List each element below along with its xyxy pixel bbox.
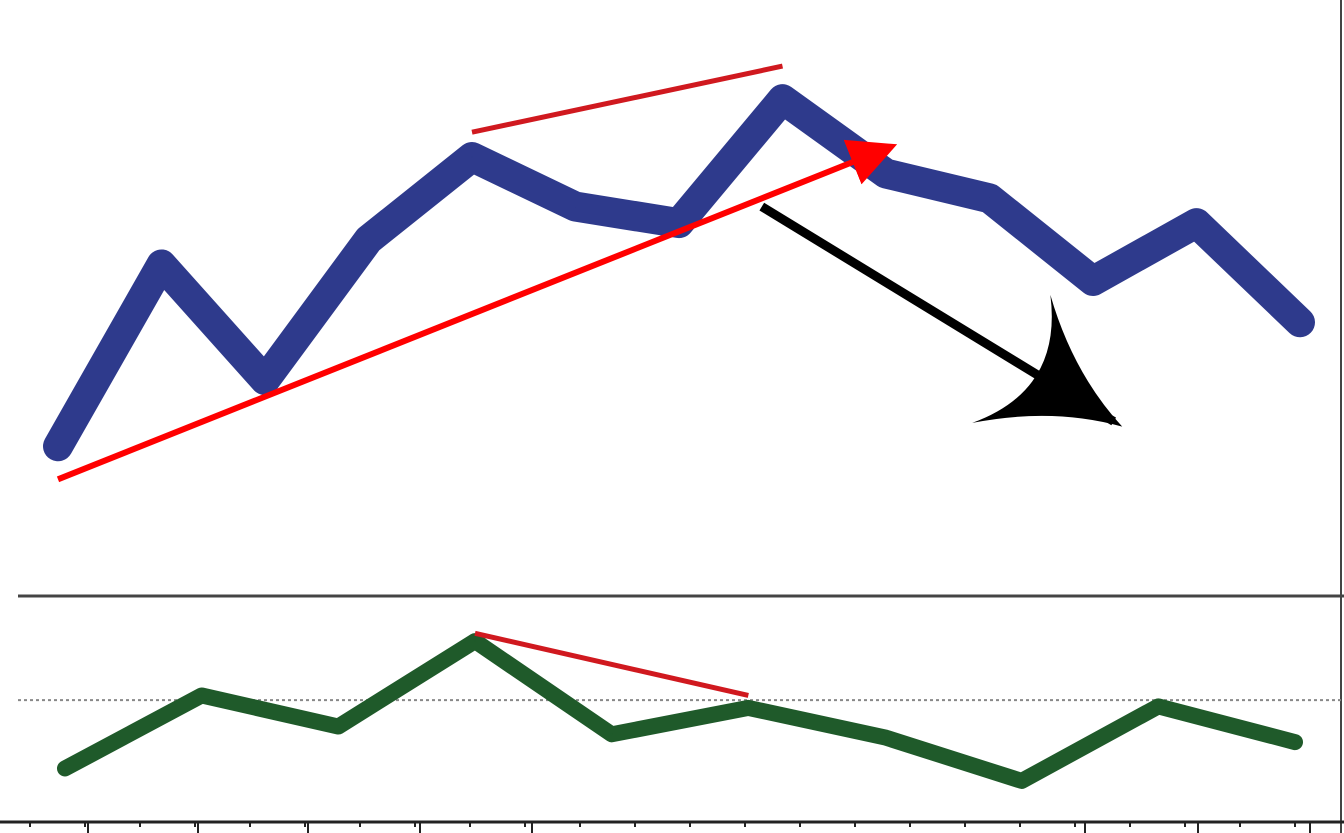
price-point [264,379,266,382]
trend-arrow-black-head [972,294,1123,427]
price-divergence-line [471,63,784,135]
oscillator-point [1157,705,1160,708]
price-point [1195,222,1198,225]
oscillator-point [884,736,886,739]
price-point [367,238,370,241]
price-panel [43,63,1315,483]
price-point [678,222,680,225]
oscillator-point [747,706,750,709]
x-axis-ticks [29,822,1311,833]
price-point [1092,279,1094,282]
oscillator-series-line [57,633,1303,789]
oscillator-point [1020,779,1023,782]
price-point [1299,321,1301,324]
price-point [471,156,473,159]
price-point [57,445,59,448]
price-point [781,98,784,101]
oscillator-point [337,725,340,728]
price-point [885,172,887,175]
price-point [160,263,163,266]
oscillator-point [474,640,476,643]
oscillator-point [200,694,203,697]
oscillator-point [1294,741,1296,744]
oscillator-point [64,767,66,770]
oscillator-panel [18,630,1344,789]
price-point [988,197,991,200]
price-point [574,205,577,208]
oscillator-point [610,733,613,736]
oscillator-divergence-line [474,630,749,698]
trend-arrow-red [56,139,898,483]
